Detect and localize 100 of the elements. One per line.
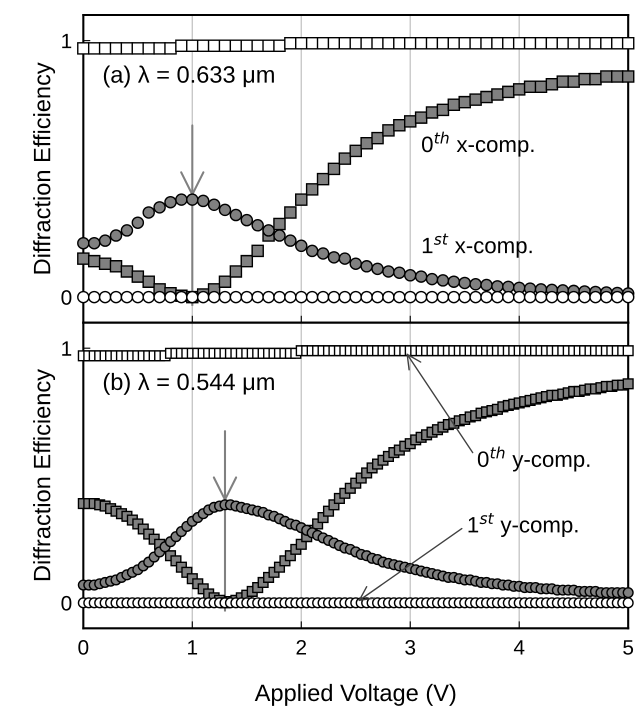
- point: [546, 290, 558, 304]
- x-tick-label: 5: [623, 640, 634, 655]
- point: [448, 98, 460, 111]
- point: [186, 193, 199, 206]
- point: [578, 290, 591, 304]
- point: [480, 278, 493, 292]
- annotation: 0$^{th}$ y-comp.: [478, 446, 590, 472]
- point: [77, 290, 90, 304]
- point: [142, 206, 155, 219]
- annotation: 0$^{th}$ x-comp.: [422, 132, 534, 157]
- point: [546, 78, 558, 90]
- point: [491, 88, 504, 101]
- point: [110, 229, 122, 242]
- x-tick-label: 1: [188, 640, 198, 655]
- point: [426, 272, 438, 286]
- y-tick-label: 0: [61, 596, 72, 611]
- point: [611, 290, 624, 304]
- point: [240, 214, 254, 226]
- point: [491, 280, 504, 293]
- point: [589, 72, 602, 86]
- annotation: 1$^{st}$ y-comp.: [468, 512, 578, 538]
- y-tick-label: 1: [62, 341, 72, 356]
- point: [469, 93, 482, 106]
- point: [208, 198, 220, 212]
- point: [360, 136, 373, 150]
- x-tick-label: 3: [405, 640, 416, 655]
- point: [142, 275, 155, 288]
- point: [196, 290, 210, 304]
- point: [567, 290, 580, 304]
- point: [208, 290, 220, 304]
- point: [306, 183, 318, 196]
- point: [98, 234, 112, 247]
- y-tick-label: 0: [61, 290, 72, 305]
- point: [77, 252, 90, 265]
- annotation: 1$^{st}$ x-comp.: [422, 234, 532, 258]
- point: [316, 247, 330, 260]
- point: [382, 124, 395, 137]
- point: [393, 119, 406, 132]
- point: [164, 290, 177, 304]
- point: [196, 194, 210, 208]
- point: [393, 266, 406, 279]
- point: [436, 104, 450, 116]
- point: [338, 152, 352, 165]
- point: [284, 206, 297, 219]
- point: [502, 86, 515, 98]
- point: [600, 290, 613, 304]
- point: [328, 251, 340, 264]
- point: [382, 265, 395, 278]
- x-tick-label: 0: [78, 640, 88, 655]
- point: [132, 216, 144, 229]
- point: [240, 254, 254, 268]
- point: [218, 204, 232, 216]
- point: [589, 290, 602, 304]
- point: [414, 111, 428, 124]
- point: [458, 276, 471, 290]
- point: [448, 275, 460, 288]
- point: [512, 290, 526, 304]
- point: [458, 96, 471, 108]
- point: [622, 36, 634, 50]
- point: [404, 290, 416, 304]
- point: [414, 270, 428, 283]
- point: [77, 236, 90, 250]
- point: [328, 162, 340, 176]
- point: [120, 224, 134, 237]
- point: [284, 234, 297, 247]
- point: [262, 224, 275, 237]
- point: [295, 240, 308, 252]
- point: [251, 219, 264, 232]
- text: (a) λ = 0.633 μm: [104, 66, 274, 88]
- point: [567, 75, 580, 88]
- point: [469, 278, 482, 291]
- point: [306, 244, 318, 258]
- point: [350, 144, 362, 158]
- x-axis-title: Applied Voltage (V): [254, 684, 456, 706]
- point: [295, 290, 308, 304]
- point: [88, 254, 100, 268]
- point: [512, 83, 526, 96]
- y-tick-label: 1: [62, 34, 72, 48]
- point: [295, 193, 308, 206]
- point: [316, 172, 330, 186]
- point: [218, 275, 232, 288]
- point: [524, 290, 536, 304]
- point: [230, 265, 242, 278]
- x-tick-label: 2: [296, 640, 306, 655]
- point: [273, 218, 286, 230]
- point: [371, 132, 384, 144]
- point: [164, 196, 177, 208]
- point: [404, 269, 416, 282]
- x-tick-label: 4: [514, 640, 524, 655]
- point: [338, 252, 352, 265]
- text: (b) λ = 0.544 μm: [104, 372, 274, 395]
- point: [556, 290, 570, 304]
- point: [98, 257, 112, 270]
- point: [110, 260, 122, 273]
- y-axis-title: Diffraction Efficiency: [33, 369, 56, 580]
- point: [153, 290, 166, 304]
- point: [360, 260, 373, 273]
- point: [120, 265, 134, 278]
- point: [371, 262, 384, 276]
- point: [88, 236, 100, 250]
